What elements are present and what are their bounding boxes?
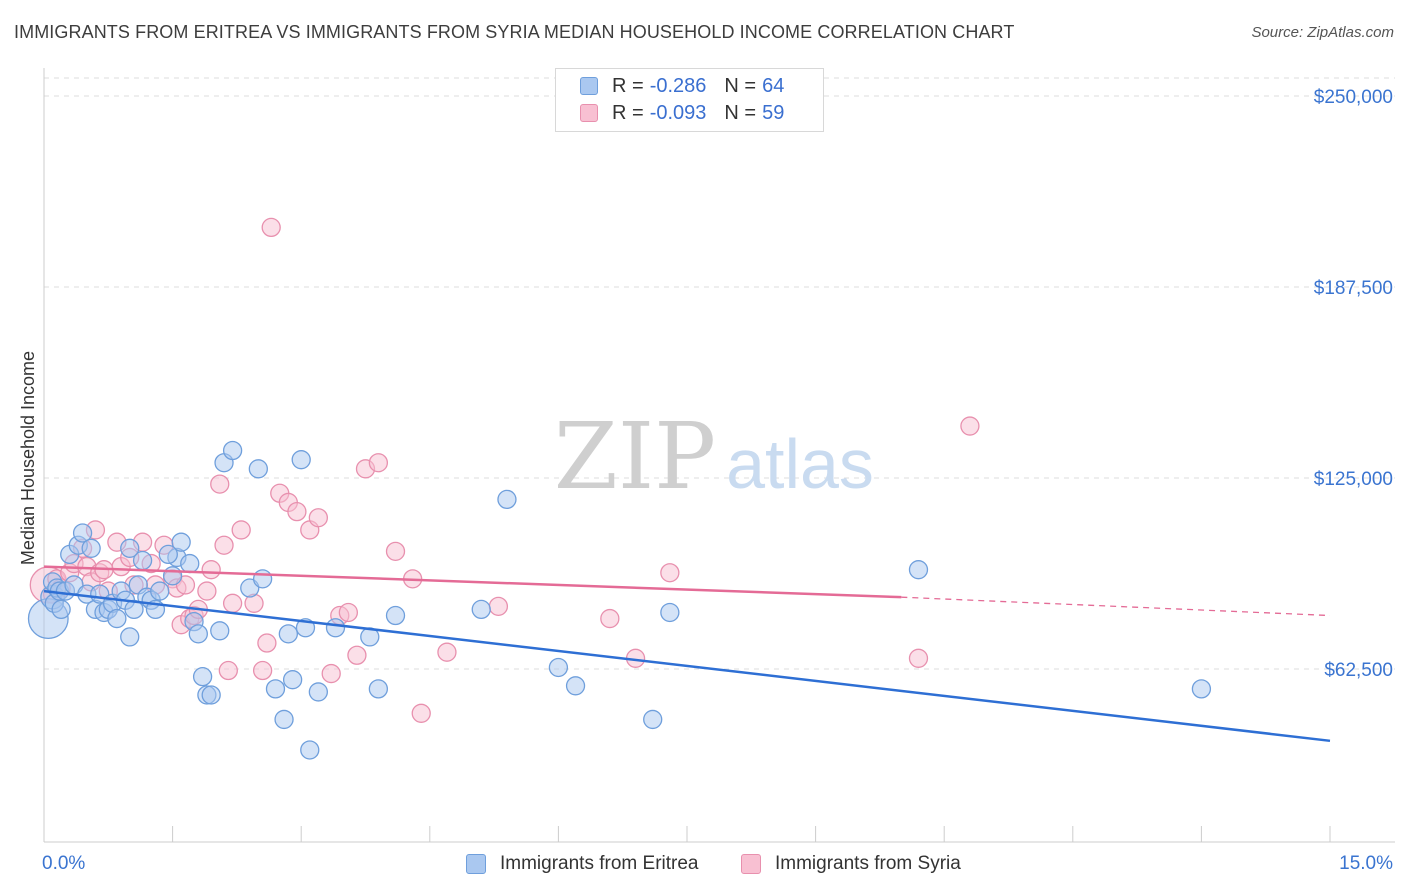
- y-tick-label-1: $125,000: [1314, 469, 1393, 490]
- legend-swatch-eritrea: [580, 77, 598, 95]
- eritrea-point-60: [497, 489, 517, 510]
- eritrea-point-31: [162, 566, 183, 586]
- eritrea-point-51: [291, 450, 311, 470]
- bottom-legend-syria: Immigrants from Syria: [741, 852, 961, 876]
- syria-point-58: [908, 648, 929, 668]
- eritrea-point-62: [565, 676, 586, 696]
- syria-point-33: [222, 593, 243, 613]
- eritrea-point-59: [471, 599, 491, 620]
- watermark: ZIP atlas: [554, 403, 874, 510]
- eritrea-point-63: [643, 709, 663, 730]
- eritrea-point-57: [368, 679, 389, 699]
- legend-row-syria: R = -0.093 N = 59: [580, 100, 784, 126]
- syria-point-37: [257, 633, 277, 653]
- eritrea-point-13: [81, 538, 101, 558]
- syria-point-57: [660, 563, 680, 583]
- trend-line-syria: [43, 565, 902, 599]
- trend-lines: [43, 565, 1331, 743]
- bottom-legend-label-syria: Immigrants from Syria: [775, 853, 961, 874]
- syria-point-53: [437, 642, 457, 662]
- source-label: Source: ZipAtlas.com: [1251, 24, 1394, 41]
- eritrea-point-54: [308, 682, 328, 702]
- syria-point-28: [197, 581, 217, 601]
- syria-point-47: [347, 645, 367, 665]
- syria-point-44: [321, 663, 341, 684]
- trend-line-eritrea: [43, 589, 1331, 743]
- eritrea-point-19: [107, 608, 127, 629]
- tick-labels: $62,500 $125,000 $187,500 $250,000 0.0% 15.0%: [42, 87, 1393, 874]
- watermark-atlas: atlas: [726, 425, 874, 503]
- syria-point-34: [231, 520, 251, 540]
- syria-point-31: [214, 535, 234, 555]
- legend-r-label: R =: [612, 74, 644, 97]
- eritrea-point-37: [188, 624, 208, 644]
- legend-r-value-eritrea: -0.286: [649, 74, 707, 97]
- syria-point-30: [210, 474, 230, 494]
- stats-legend: R = -0.286 N = 64 R = -0.093 N = 59: [555, 68, 824, 132]
- eritrea-point-55: [325, 618, 346, 638]
- eritrea-point-50: [282, 670, 303, 690]
- eritrea-point-66: [1191, 679, 1212, 699]
- eritrea-point-45: [248, 459, 268, 479]
- y-axis-label: Median Household Income: [18, 351, 38, 565]
- x-tick-label-max: 15.0%: [1339, 853, 1393, 874]
- syria-point-49: [368, 453, 389, 473]
- eritrea-point-34: [158, 544, 178, 565]
- legend-n-value-syria: 59: [762, 101, 785, 124]
- legend-r-label: R =: [612, 101, 644, 124]
- legend-n-value-eritrea: 64: [762, 74, 785, 97]
- syria-point-43: [308, 508, 328, 528]
- eritrea-point-6: [51, 599, 71, 620]
- syria-point-55: [600, 608, 620, 629]
- eritrea-point-41: [210, 621, 230, 641]
- bottom-legend-swatch-syria: [741, 854, 761, 874]
- bottom-legend-swatch-eritrea: [466, 854, 486, 874]
- y-tick-label-3: $250,000: [1314, 87, 1393, 108]
- eritrea-point-58: [385, 605, 406, 626]
- watermark-zip: ZIP: [554, 403, 716, 510]
- legend-n-label: N =: [724, 101, 757, 124]
- series-eritrea-points: [27, 440, 1212, 760]
- eritrea-point-29: [150, 581, 170, 601]
- eritrea-point-47: [265, 679, 286, 699]
- syria-point-29: [201, 560, 221, 580]
- syria-point-41: [287, 501, 307, 522]
- legend-swatch-syria: [580, 104, 598, 122]
- syria-point-38: [261, 217, 281, 238]
- eritrea-point-30: [120, 538, 140, 558]
- eritrea-point-64: [660, 602, 680, 623]
- eritrea-point-46: [252, 569, 273, 589]
- eritrea-point-40: [201, 685, 221, 705]
- eritrea-point-48: [274, 709, 294, 730]
- axes: [43, 68, 1395, 843]
- legend-n-label: N =: [724, 74, 757, 97]
- syria-point-54: [488, 596, 509, 617]
- syria-point-52: [411, 703, 431, 723]
- y-tick-label-0: $62,500: [1324, 660, 1393, 681]
- eritrea-point-33: [171, 532, 191, 552]
- eritrea-point-38: [192, 666, 213, 687]
- syria-point-46: [338, 602, 359, 623]
- bottom-legend-eritrea: Immigrants from Eritrea: [466, 852, 698, 876]
- eritrea-point-61: [548, 657, 569, 678]
- eritrea-point-22: [120, 627, 140, 647]
- eritrea-point-11: [72, 523, 93, 543]
- eritrea-point-43: [222, 440, 243, 461]
- eritrea-point-49: [278, 624, 298, 644]
- y-tick-label-2: $187,500: [1314, 278, 1393, 299]
- syria-point-32: [218, 660, 238, 681]
- trend-line-syria-extension: [901, 596, 1331, 617]
- legend-r-value-syria: -0.093: [649, 101, 707, 124]
- eritrea-point-53: [300, 740, 320, 760]
- syria-point-36: [252, 660, 273, 681]
- eritrea-point-65: [908, 560, 929, 580]
- chart-title: IMMIGRANTS FROM ERITREA VS IMMIGRANTS FR…: [14, 22, 1015, 42]
- eritrea-point-35: [180, 553, 200, 574]
- bottom-legend-label-eritrea: Immigrants from Eritrea: [500, 853, 699, 874]
- syria-point-50: [385, 541, 406, 561]
- x-tick-label-min: 0.0%: [42, 853, 85, 874]
- legend-row-eritrea: R = -0.286 N = 64: [580, 73, 784, 99]
- syria-point-59: [960, 416, 980, 436]
